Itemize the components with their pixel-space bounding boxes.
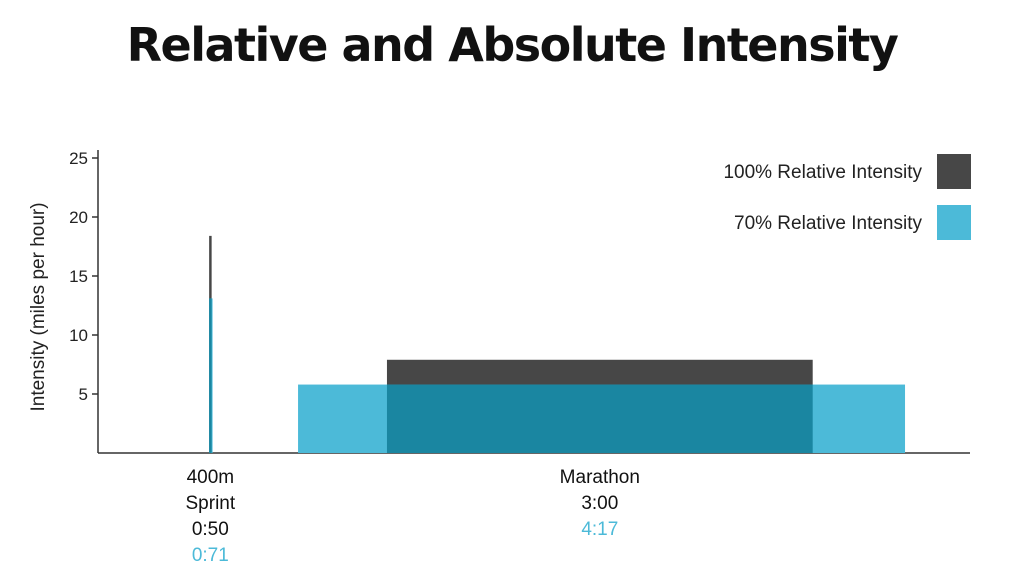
category-time-70-0: 0:71	[192, 545, 229, 566]
plot-marks	[209, 235, 906, 453]
bar-overlap-marathon	[386, 384, 813, 453]
legend-swatch-70	[937, 205, 971, 240]
y-tick-label-5: 5	[79, 385, 88, 404]
y-tick-label-10: 10	[69, 326, 88, 345]
category-time-100-0: 0:50	[192, 519, 229, 540]
legend-label-70: 70% Relative Intensity	[734, 213, 922, 234]
category-labels: 400m Sprint 0:50 0:71 Marathon 3:00 4:17	[186, 467, 640, 566]
category-name-1-line-0: Marathon	[560, 467, 640, 488]
bar-overlap-400m-sprint	[209, 298, 212, 453]
category-time-100-1: 3:00	[581, 493, 618, 514]
y-tick-label-15: 15	[69, 267, 88, 286]
category-time-70-1: 4:17	[581, 519, 618, 540]
legend-swatch-100	[937, 154, 971, 189]
y-axis-title: Intensity (miles per hour)	[28, 202, 49, 411]
category-name-0-line-1: Sprint	[186, 493, 236, 514]
y-tick-label-20: 20	[69, 208, 88, 227]
chart-title: Relative and Absolute Intensity	[126, 18, 899, 72]
legend-label-100: 100% Relative Intensity	[723, 162, 922, 183]
category-name-0-line-0: 400m	[187, 467, 235, 488]
legend: 100% Relative Intensity 70% Relative Inte…	[723, 154, 971, 240]
y-tick-label-25: 25	[69, 149, 88, 168]
y-axis: 5 10 15 20 25	[69, 149, 99, 453]
